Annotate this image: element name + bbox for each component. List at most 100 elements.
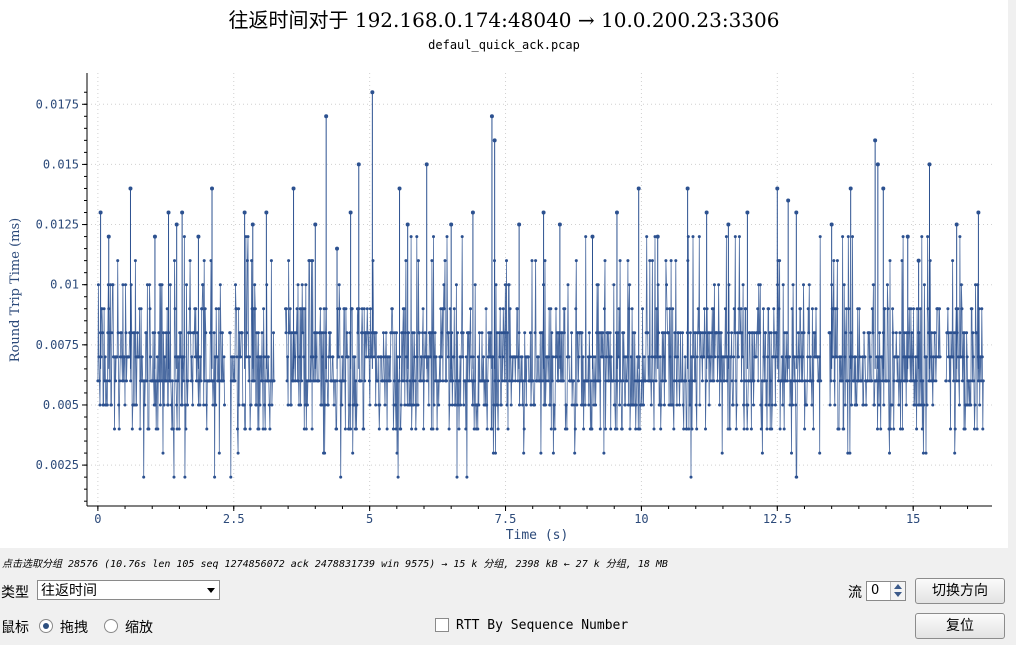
stepper-buttons[interactable]	[890, 582, 905, 600]
rtt-spike-point[interactable]	[324, 114, 329, 119]
rtt-sample-point	[601, 355, 605, 359]
rtt-spike-point[interactable]	[881, 186, 886, 191]
rtt-sample-point	[169, 403, 173, 407]
rtt-spike-point[interactable]	[517, 222, 522, 227]
rtt-sample-point	[134, 403, 138, 407]
rtt-spike-point[interactable]	[356, 162, 361, 167]
rtt-spike-point[interactable]	[875, 162, 880, 167]
rtt-spike-point[interactable]	[655, 234, 660, 239]
rtt-spike-point[interactable]	[590, 234, 595, 239]
rtt-spike-point[interactable]	[954, 222, 959, 227]
rtt-spike-point[interactable]	[905, 234, 910, 239]
rtt-spike-point[interactable]	[636, 186, 641, 191]
rtt-spike-point[interactable]	[180, 210, 185, 215]
rtt-series[interactable]	[96, 90, 985, 479]
rtt-sample-point	[117, 427, 121, 431]
rtt-sample-point	[575, 403, 579, 407]
arrow-up-icon[interactable]	[894, 584, 902, 589]
drag-radio-label[interactable]: 拖拽	[60, 620, 88, 636]
rtt-spike-point[interactable]	[829, 222, 834, 227]
rtt-spike-point[interactable]	[489, 114, 494, 119]
rtt-sample-point	[900, 379, 903, 383]
rtt-spike-point[interactable]	[128, 186, 133, 191]
rtt-spike-point[interactable]	[614, 210, 619, 215]
rtt-sample-point	[409, 235, 413, 239]
rtt-spike-point[interactable]	[470, 210, 475, 215]
rtt-sample-point	[806, 307, 810, 311]
rtt-sample-point	[730, 379, 734, 383]
rtt-spike-point[interactable]	[976, 210, 981, 215]
rtt-sample-point	[704, 427, 707, 431]
rtt-sample-point	[124, 283, 127, 287]
rtt-sample-point	[148, 283, 151, 287]
rtt-spike-point[interactable]	[397, 186, 402, 191]
rtt-spike-point[interactable]	[405, 222, 410, 227]
rtt-spike-point[interactable]	[291, 186, 296, 191]
graph-type-select[interactable]: 往返时间	[37, 580, 220, 600]
rtt-by-sequence-checkbox[interactable]	[435, 618, 449, 632]
rtt-spike-point[interactable]	[348, 210, 353, 215]
rtt-spike-point[interactable]	[335, 246, 340, 251]
rtt-sample-point	[438, 379, 442, 383]
rtt-sample-point	[938, 307, 941, 311]
rtt-sample-point	[549, 427, 553, 431]
zoom-radio-label[interactable]: 缩放	[125, 620, 153, 636]
rtt-spike-point[interactable]	[174, 222, 179, 227]
rtt-spike-point[interactable]	[685, 186, 690, 191]
rtt-spike-point[interactable]	[250, 222, 255, 227]
rtt-sample-point	[504, 379, 508, 383]
rtt-spike-point[interactable]	[152, 234, 157, 239]
rtt-spike-point[interactable]	[166, 210, 171, 215]
rtt-spike-point[interactable]	[916, 258, 921, 263]
rtt-spike-point[interactable]	[794, 210, 799, 215]
arrow-down-icon[interactable]	[894, 592, 902, 597]
rtt-spike-point[interactable]	[848, 186, 853, 191]
rtt-spike-point[interactable]	[704, 210, 709, 215]
rtt-sample-point	[302, 355, 306, 359]
rtt-spike-point[interactable]	[264, 210, 269, 215]
stream-number-stepper[interactable]: 0	[866, 581, 906, 601]
rtt-spike-point[interactable]	[370, 90, 375, 95]
rtt-spike-point[interactable]	[196, 234, 201, 239]
rtt-chart[interactable]: 0 2.5 5 7.5 10 12.5 15 0.0025 0.005 0.0075 0.01 0.0…	[0, 0, 1008, 548]
rtt-spike-point[interactable]	[927, 162, 932, 167]
switch-direction-button[interactable]: 切换方向	[915, 578, 1005, 604]
rtt-spike-point[interactable]	[106, 234, 111, 239]
stream-number-value: 0	[871, 583, 880, 598]
rtt-spike-point[interactable]	[873, 138, 878, 143]
rtt-sample-point	[959, 283, 963, 287]
rtt-spike-point[interactable]	[775, 186, 780, 191]
reset-button[interactable]: 复位	[915, 613, 1005, 639]
rtt-sample-point	[858, 355, 862, 359]
rtt-sample-point	[245, 331, 249, 335]
rtt-spike-point[interactable]	[786, 198, 791, 203]
rtt-spike-point[interactable]	[313, 222, 318, 227]
rtt-spike-point[interactable]	[541, 210, 546, 215]
rtt-sample-point	[760, 451, 764, 455]
rtt-sample-point	[97, 355, 101, 359]
drag-radio[interactable]	[39, 619, 53, 633]
rtt-sample-point	[337, 355, 341, 359]
rtt-sample-point	[293, 379, 297, 383]
rtt-by-sequence-label[interactable]: RTT By Sequence Number	[456, 618, 629, 633]
rtt-spike-point[interactable]	[424, 162, 429, 167]
rtt-sample-point	[140, 355, 144, 359]
rtt-graph-panel[interactable]: 往返时间对于 192.168.0.174:48040 → 10.0.200.23…	[0, 0, 1008, 548]
rtt-spike-point[interactable]	[745, 210, 750, 215]
rtt-spike-point[interactable]	[449, 222, 454, 227]
rtt-spike-point[interactable]	[210, 186, 215, 191]
rtt-spike-point[interactable]	[557, 222, 562, 227]
rtt-sample-point	[844, 307, 848, 311]
rtt-spike-point[interactable]	[98, 210, 103, 215]
rtt-spike-point[interactable]	[492, 138, 497, 143]
rtt-sample-point	[609, 427, 613, 431]
rtt-sample-point	[422, 379, 426, 383]
rtt-sample-point	[368, 307, 372, 311]
rtt-spike-point[interactable]	[242, 210, 247, 215]
rtt-spike-point[interactable]	[726, 222, 731, 227]
zoom-radio[interactable]	[104, 619, 118, 633]
rtt-sample-point	[980, 355, 984, 359]
rtt-sample-point	[573, 427, 577, 431]
rtt-sample-point	[533, 331, 537, 335]
rtt-sample-point	[534, 259, 538, 263]
